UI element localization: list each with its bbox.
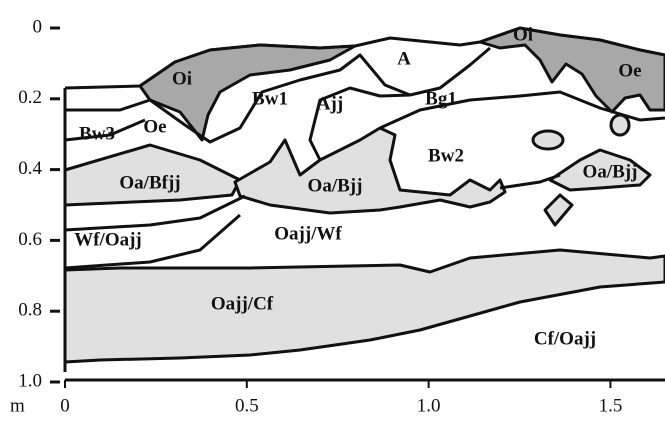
- horizon-label: Cf/Oajj: [534, 328, 596, 349]
- x-tick-label: 1.5: [599, 395, 623, 416]
- axis-unit: m: [10, 395, 25, 416]
- horizon-label: Oi: [513, 24, 533, 45]
- horizon-label: Bw1: [252, 88, 288, 109]
- y-tick-label: 0: [33, 16, 43, 37]
- horizon-label: Oa/Bjj: [583, 161, 638, 182]
- horizon-label: Bw3: [79, 123, 115, 144]
- horizon-label: Oajj/Cf: [211, 293, 274, 314]
- x-tick-label: 0: [60, 395, 70, 416]
- horizon-label: A: [397, 48, 411, 69]
- horizon-label: Bw2: [428, 145, 464, 166]
- horizon-label: Ajj: [317, 93, 343, 114]
- horizon-label: Oa/Bfjj: [119, 172, 180, 193]
- horizon-label: Oa/Bjj: [308, 175, 363, 196]
- y-tick-label: 0.4: [18, 158, 42, 179]
- oa-bjj-center: [235, 128, 505, 213]
- horizon-label: Wf/Oajj: [74, 229, 142, 250]
- horizon-label: Oajj/Wf: [274, 223, 342, 244]
- horizon-label: Oe: [618, 60, 641, 81]
- y-tick-label: 0.8: [18, 300, 42, 321]
- profile-shapes: [65, 28, 665, 372]
- y-tick-label: 1.0: [18, 370, 42, 391]
- horizon-label: Oi: [172, 68, 192, 89]
- lens: [545, 195, 572, 225]
- lens: [611, 115, 629, 135]
- y-tick-label: 0.2: [18, 87, 42, 108]
- horizon-label: Oe: [143, 116, 166, 137]
- horizon-label: Bg1: [425, 88, 457, 109]
- x-tick-label: 0.5: [235, 395, 259, 416]
- y-tick-label: 0.6: [18, 229, 42, 250]
- x-tick-label: 1.0: [417, 395, 441, 416]
- soil-profile: Oi A Oi Oe Bw1 Ajj Bg1 Bw3 Oe Bw2 Oa/Bfjj Oa/Bjj Oa/…: [0, 0, 665, 430]
- lens: [533, 131, 563, 149]
